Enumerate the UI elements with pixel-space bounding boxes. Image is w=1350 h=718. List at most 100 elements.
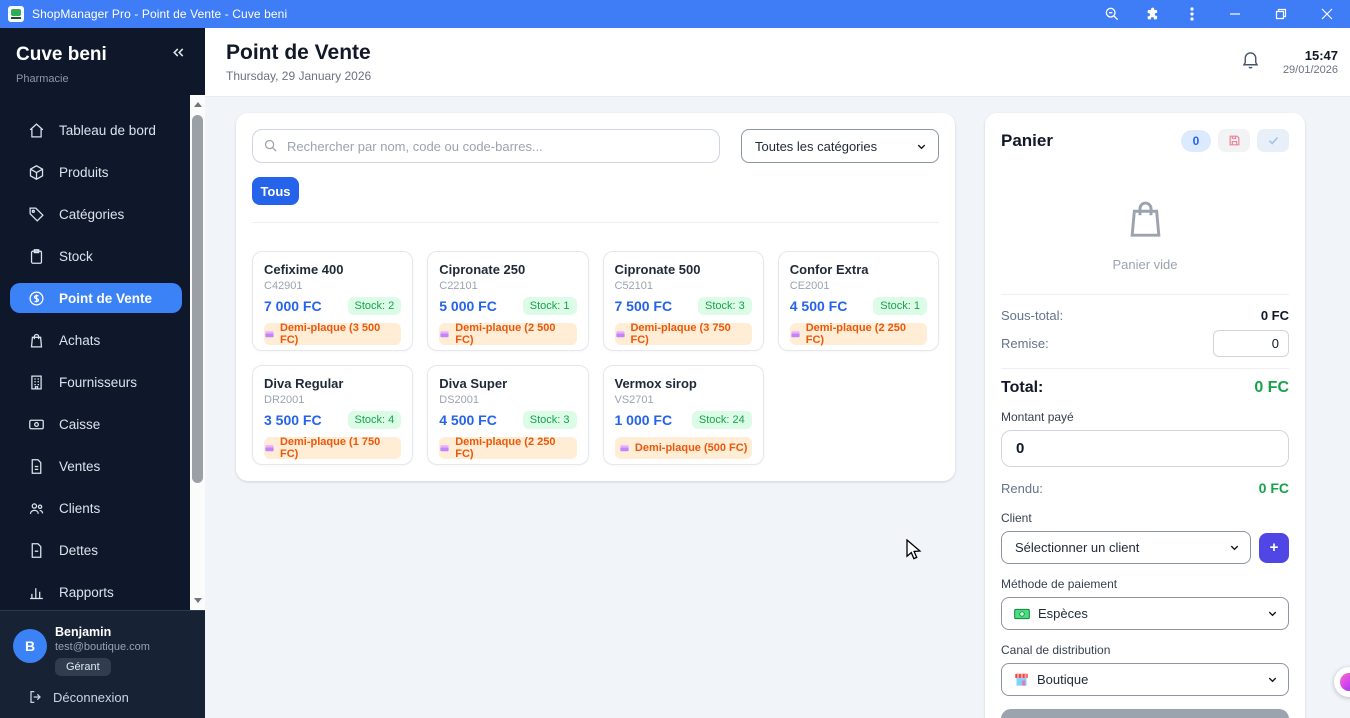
product-variant-badge[interactable]: Demi-plaque (3 500 FC) — [264, 322, 402, 346]
sidebar-item-fournisseurs[interactable]: Fournisseurs — [10, 367, 182, 397]
extensions-icon[interactable] — [1132, 0, 1172, 28]
product-code: CE2001 — [789, 280, 830, 292]
sidebar-item-label: Tableau de bord — [59, 122, 156, 138]
amount-paid-input[interactable] — [1001, 430, 1289, 467]
product-code: C22101 — [439, 280, 478, 292]
product-name: Cipronate 500 — [614, 262, 701, 277]
product-price: 3 500 FC — [264, 412, 322, 428]
close-button[interactable] — [1304, 0, 1350, 28]
sidebar-item-rapports[interactable]: Rapports — [10, 577, 182, 607]
scroll-up-arrow[interactable] — [190, 97, 205, 112]
pill-icon — [265, 330, 274, 337]
product-stock-badge: Stock: 4 — [347, 411, 402, 429]
product-variant-badge[interactable]: Demi-plaque (1 750 FC) — [264, 436, 402, 460]
banknote-icon — [28, 415, 46, 433]
notifications-bell-icon[interactable] — [1240, 49, 1261, 75]
restore-button[interactable] — [1258, 0, 1304, 28]
add-client-button[interactable]: + — [1259, 532, 1289, 563]
product-card[interactable]: Vermox sirop VS2701 1 000 FC Stock: 24 D… — [602, 365, 764, 465]
product-code: DS2001 — [439, 394, 480, 406]
main-area: Point de Vente Thursday, 29 January 2026… — [205, 28, 1350, 718]
product-stock-badge: Stock: 3 — [522, 411, 577, 429]
product-code: C52101 — [614, 280, 654, 292]
clock-time: 15:47 — [1304, 48, 1338, 63]
store-type: Pharmacie — [16, 73, 69, 85]
sidebar-item-achats[interactable]: Achats — [10, 325, 182, 355]
product-name: Confor Extra — [789, 262, 869, 277]
scrollbar-thumb[interactable] — [192, 115, 203, 483]
sidebar-item-tableau-de-bord[interactable]: Tableau de bord — [10, 115, 182, 145]
chevron-down-icon — [916, 141, 927, 152]
category-filter-select[interactable]: Toutes les catégories — [741, 129, 939, 163]
validate-print-button[interactable]: Valider et imprimer — [1001, 709, 1289, 718]
zoom-icon[interactable] — [1092, 0, 1132, 28]
product-code: C42901 — [264, 280, 303, 292]
validate-cart-button[interactable] — [1257, 129, 1289, 152]
building-icon — [28, 373, 46, 391]
product-card[interactable]: Diva Super DS2001 4 500 FC Stock: 3 Demi… — [427, 365, 589, 465]
change-label: Rendu: — [1001, 480, 1043, 496]
payment-method-select[interactable]: Espèces — [1001, 597, 1289, 630]
product-card[interactable]: Cipronate 500 C52101 7 500 FC Stock: 3 D… — [602, 251, 764, 351]
minimize-button[interactable] — [1212, 0, 1258, 28]
product-variant-badge[interactable]: Demi-plaque (2 250 FC) — [789, 322, 927, 346]
product-grid: Cefixime 400 C42901 7 000 FC Stock: 2 De… — [252, 251, 939, 465]
check-icon — [1268, 137, 1278, 145]
bar-chart-icon — [28, 583, 46, 601]
search-icon — [263, 138, 278, 158]
subtotal-value: 0 FC — [1260, 308, 1289, 323]
product-name: Diva Regular — [264, 376, 344, 391]
product-code: DR2001 — [264, 394, 305, 406]
sidebar-item-point-de-vente[interactable]: Point de Vente — [10, 283, 182, 313]
shopping-bag-icon — [28, 331, 46, 349]
store-icon — [1014, 673, 1029, 687]
client-select[interactable]: Sélectionner un client — [1001, 531, 1251, 564]
sidebar-user-section: B Benjamin test@boutique.com Gérant Déco… — [0, 610, 205, 718]
scroll-down-arrow[interactable] — [190, 593, 205, 608]
sidebar-item-stock[interactable]: Stock — [10, 241, 182, 271]
product-name: Diva Super — [439, 376, 508, 391]
sidebar-item-produits[interactable]: Produits — [10, 157, 182, 187]
logout-label: Déconnexion — [53, 689, 129, 705]
sidebar-item-dettes[interactable]: Dettes — [10, 535, 182, 565]
product-price: 4 500 FC — [439, 412, 497, 428]
product-variant-badge[interactable]: Demi-plaque (500 FC) — [614, 437, 752, 459]
home-icon — [28, 121, 46, 139]
sidebar-item-label: Fournisseurs — [59, 374, 138, 390]
sidebar-item-label: Dettes — [59, 542, 99, 558]
product-card[interactable]: Cipronate 250 C22101 5 000 FC Stock: 1 D… — [427, 251, 589, 351]
product-card[interactable]: Confor Extra CE2001 4 500 FC Stock: 1 De… — [777, 251, 939, 351]
sidebar-scrollbar[interactable] — [190, 95, 205, 610]
sidebar-collapse-button[interactable] — [170, 44, 187, 66]
sidebar-item-label: Stock — [59, 248, 93, 264]
client-label: Client — [1001, 511, 1032, 525]
sidebar-item-categories[interactable]: Catégories — [10, 199, 182, 229]
product-price: 1 000 FC — [614, 412, 673, 428]
product-card[interactable]: Cefixime 400 C42901 7 000 FC Stock: 2 De… — [252, 251, 414, 351]
distribution-channel-select[interactable]: Boutique — [1001, 663, 1289, 696]
product-variant-badge[interactable]: Demi-plaque (2 500 FC) — [439, 322, 577, 346]
save-cart-button[interactable] — [1218, 129, 1250, 152]
product-variant-badge[interactable]: Demi-plaque (2 250 FC) — [439, 436, 577, 460]
filter-all-button[interactable]: Tous — [252, 177, 299, 205]
chevron-down-icon — [1267, 608, 1278, 619]
menu-kebab-icon[interactable] — [1172, 0, 1212, 28]
sidebar-nav: Tableau de bord Produits Catégories Stoc… — [0, 95, 190, 610]
pill-icon — [265, 444, 274, 451]
divider — [1001, 294, 1289, 295]
paid-label: Montant payé — [1001, 410, 1074, 424]
product-card[interactable]: Diva Regular DR2001 3 500 FC Stock: 4 De… — [252, 365, 414, 465]
sidebar-item-label: Ventes — [59, 458, 101, 474]
sidebar-item-label: Caisse — [59, 416, 101, 432]
product-variant-badge[interactable]: Demi-plaque (3 750 FC) — [614, 322, 752, 346]
product-search-input[interactable] — [252, 129, 720, 163]
sidebar-item-caisse[interactable]: Caisse — [10, 409, 182, 439]
document-icon — [28, 541, 46, 559]
sidebar-item-ventes[interactable]: Ventes — [10, 451, 182, 481]
distribution-channel-label: Canal de distribution — [1001, 643, 1111, 657]
discount-input[interactable] — [1213, 330, 1289, 357]
sidebar-item-clients[interactable]: Clients — [10, 493, 182, 523]
logout-button[interactable]: Déconnexion — [28, 689, 129, 705]
floating-assistant-button[interactable] — [1334, 667, 1350, 697]
logout-icon — [30, 691, 41, 703]
